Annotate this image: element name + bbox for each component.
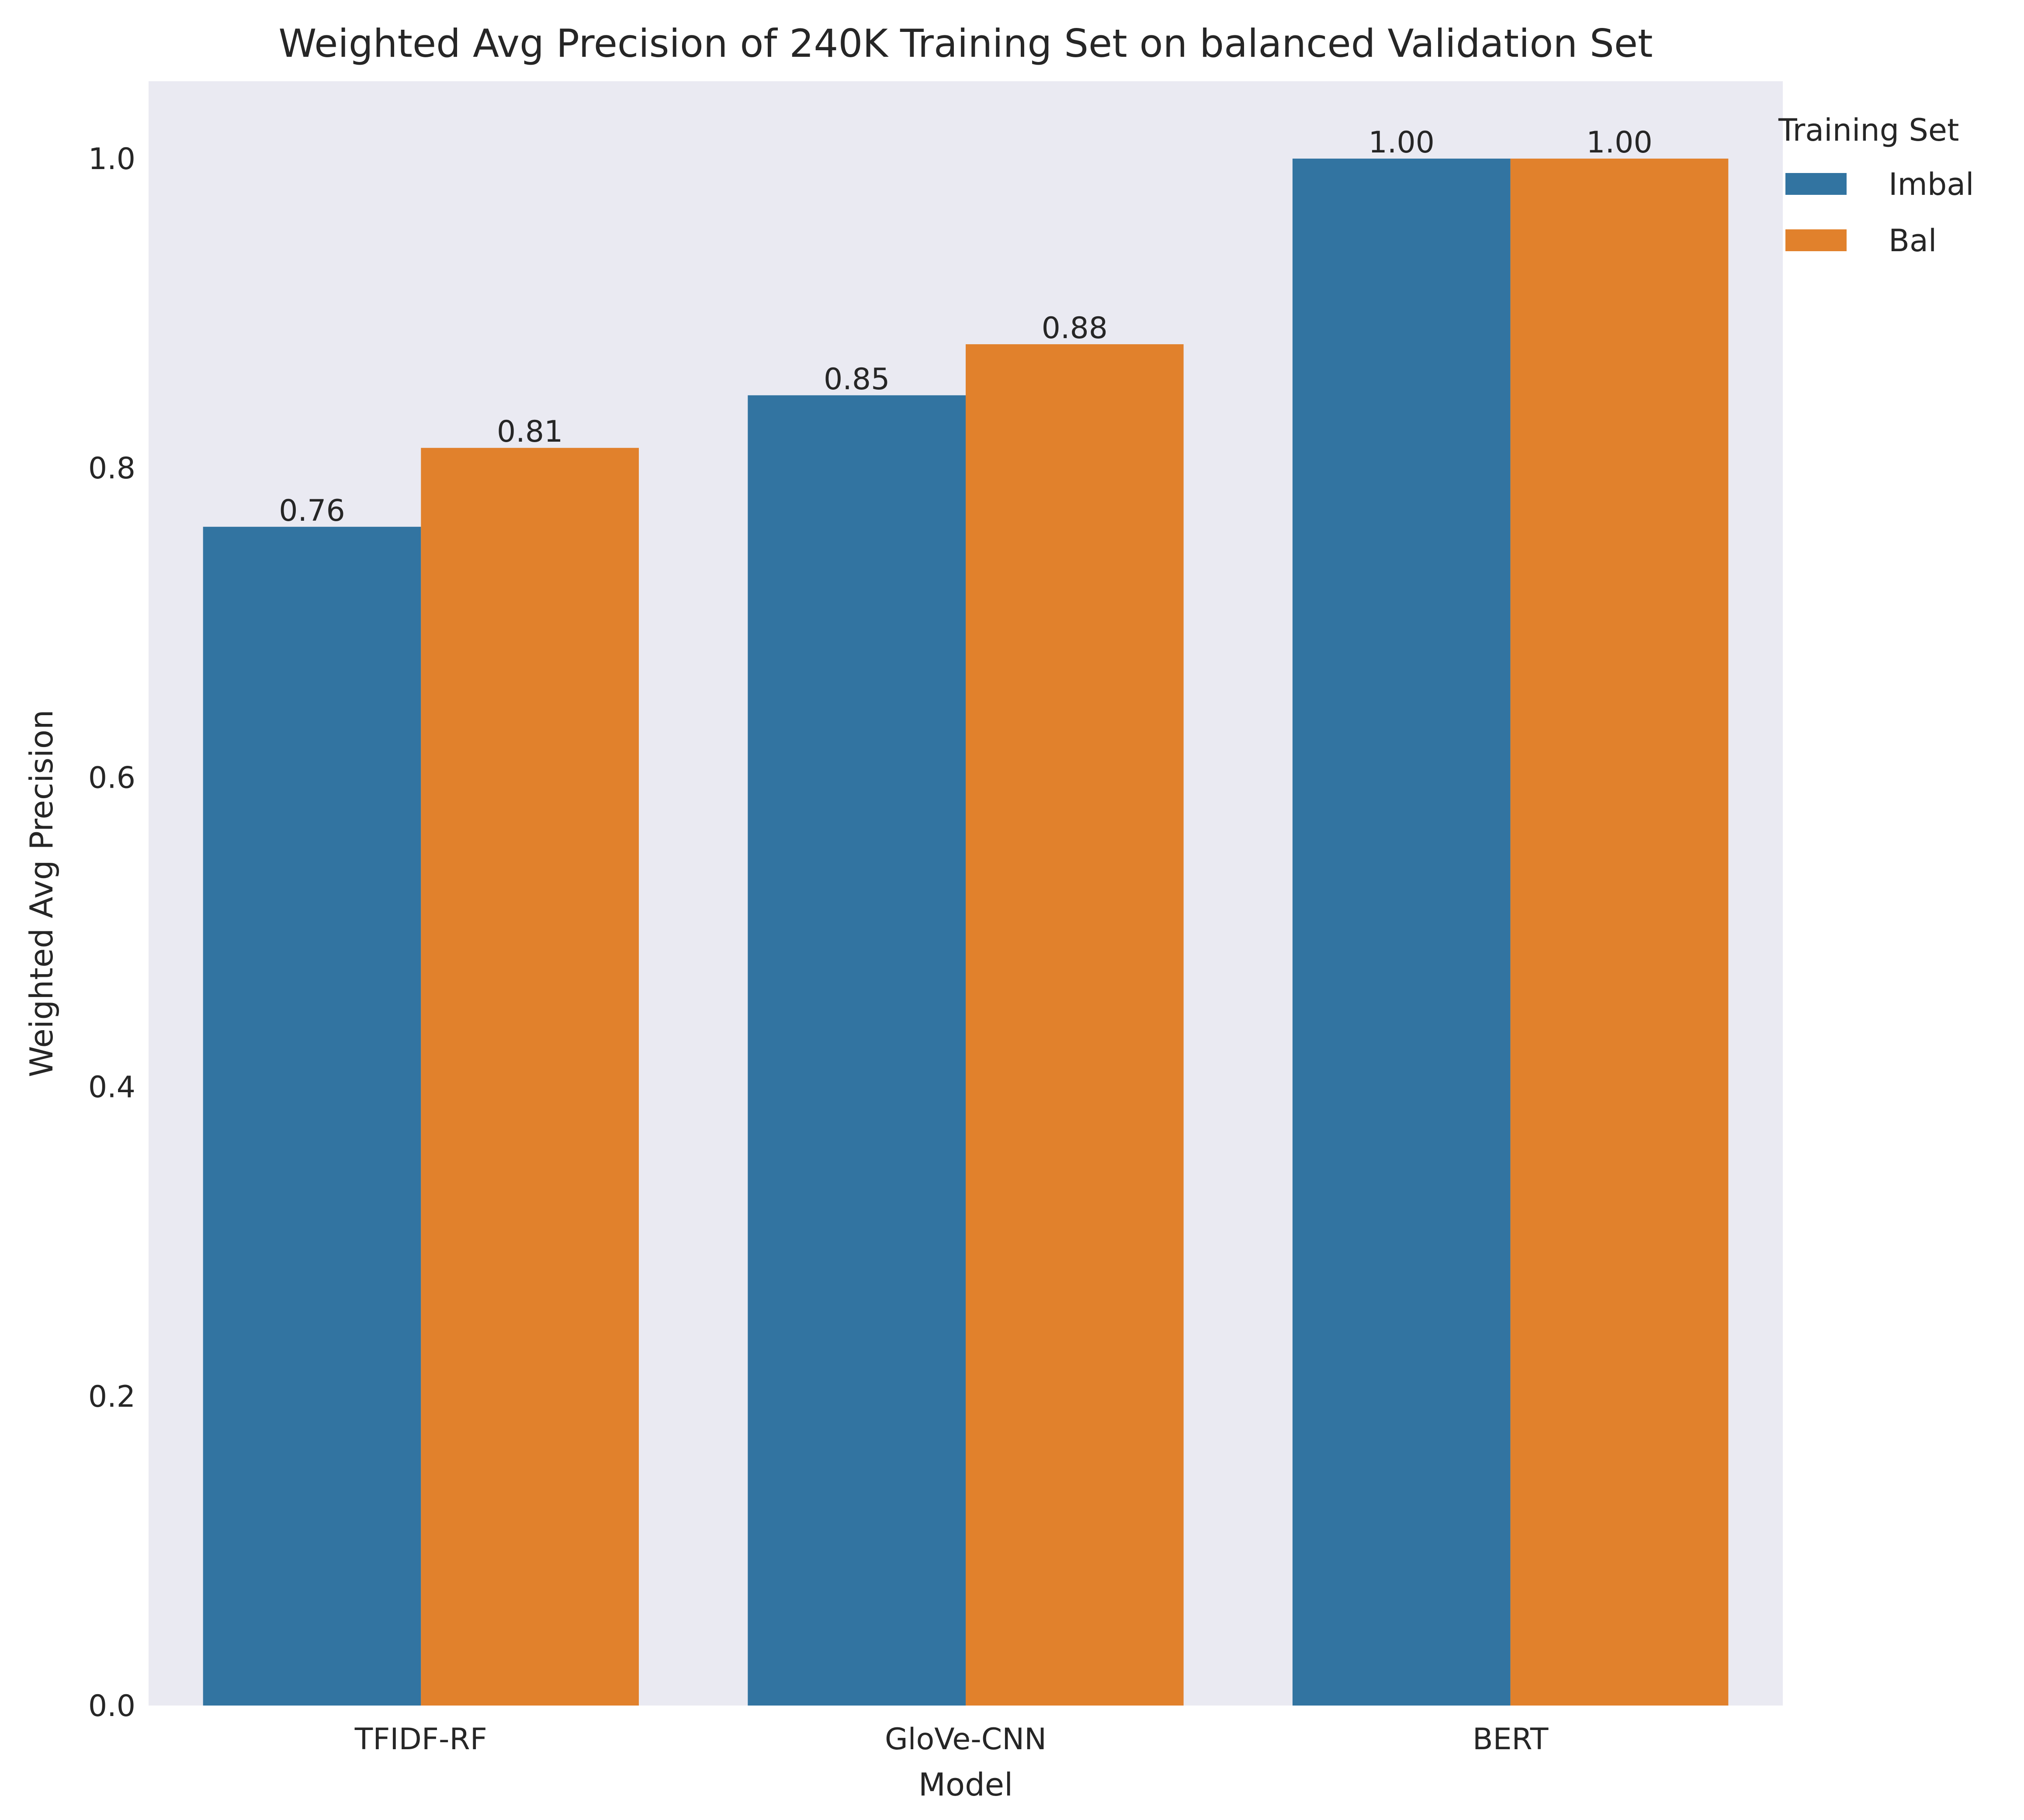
bar-bal-glove-cnn — [966, 344, 1184, 1706]
y-tick-label: 0.4 — [88, 1070, 135, 1105]
bar-imbal-glove-cnn — [748, 395, 966, 1706]
x-axis-label: Model — [918, 1766, 1013, 1803]
bar-imbal-bert — [1293, 159, 1511, 1706]
legend-label-imbal: Imbal — [1889, 166, 1974, 202]
y-axis-label: Weighted Avg Precision — [23, 709, 60, 1077]
legend-swatch-bal — [1785, 229, 1847, 251]
bar-value-label: 1.00 — [1586, 125, 1652, 160]
bar-labels-group: 0.76 0.81 0.85 0.88 1.00 1.00 — [279, 125, 1652, 528]
bar-imbal-tfidf-rf — [203, 526, 421, 1706]
chart-title: Weighted Avg Precision of 240K Training … — [278, 21, 1653, 66]
bar-bal-bert — [1510, 159, 1729, 1706]
bar-value-label: 1.00 — [1369, 125, 1435, 160]
legend: Training Set Imbal Bal — [1778, 112, 1974, 259]
legend-swatch-imbal — [1785, 173, 1847, 195]
x-tick-label: TFIDF-RF — [354, 1722, 487, 1757]
bars-group — [203, 159, 1729, 1706]
legend-title: Training Set — [1778, 112, 1959, 148]
x-ticks-group: TFIDF-RF GloVe-CNN BERT — [354, 1722, 1549, 1757]
y-tick-label: 0.8 — [88, 451, 135, 486]
y-tick-label: 0.0 — [88, 1689, 135, 1723]
bar-value-label: 0.85 — [824, 362, 890, 397]
y-tick-label: 0.6 — [88, 761, 135, 795]
bar-bal-tfidf-rf — [421, 448, 639, 1706]
x-tick-label: BERT — [1473, 1722, 1549, 1757]
y-tick-label: 1.0 — [88, 142, 135, 176]
y-ticks-group: 0.0 0.2 0.4 0.6 0.8 1.0 — [88, 142, 135, 1723]
legend-label-bal: Bal — [1889, 223, 1937, 259]
y-tick-label: 0.2 — [88, 1380, 135, 1414]
bar-value-label: 0.81 — [497, 415, 563, 449]
bar-value-label: 0.76 — [279, 494, 345, 528]
bar-value-label: 0.88 — [1042, 311, 1108, 346]
x-tick-label: GloVe-CNN — [885, 1722, 1047, 1757]
